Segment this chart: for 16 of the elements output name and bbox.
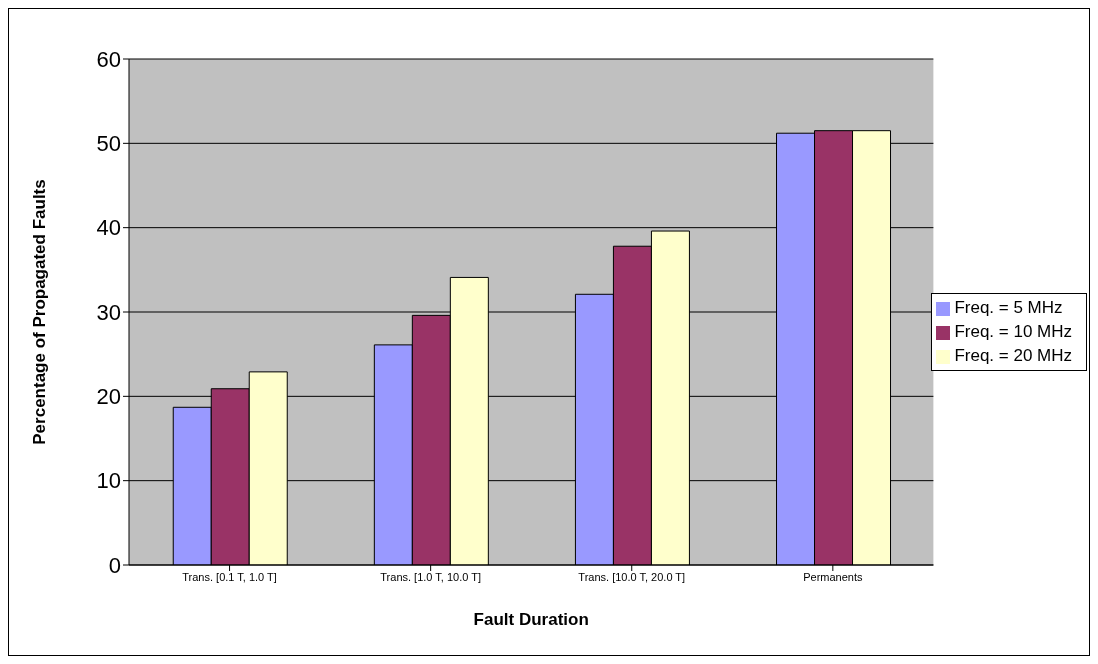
legend-label: Freq. = 10 MHz — [954, 322, 1072, 341]
legend-label: Freq. = 20 MHz — [954, 346, 1072, 365]
x-axis-title: Fault Duration — [473, 610, 589, 629]
x-tick-label: Trans. [0.1 T, 1.0 T] — [182, 570, 277, 583]
x-tick-label: Permanents — [803, 570, 863, 583]
y-tick-label: 60 — [96, 46, 121, 72]
legend-label: Freq. = 5 MHz — [954, 298, 1063, 317]
y-tick-label: 20 — [96, 384, 121, 410]
y-tick-label: 0 — [108, 552, 121, 578]
y-tick-label: 50 — [96, 131, 121, 157]
x-tick-label: Trans. [10.0 T, 20.0 T] — [578, 570, 686, 583]
y-tick-label: 40 — [96, 215, 121, 241]
y-tick-label: 30 — [96, 299, 121, 325]
x-tick-label: Trans. [1.0 T, 10.0 T] — [380, 570, 481, 583]
y-axis-title: Percentage of Propagated Faults — [30, 179, 50, 445]
y-tick-label: 10 — [96, 468, 121, 494]
